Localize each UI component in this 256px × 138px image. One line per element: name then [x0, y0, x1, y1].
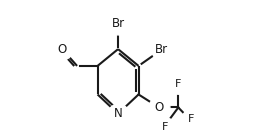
Text: Br: Br — [112, 17, 125, 30]
Text: O: O — [58, 43, 67, 56]
Text: F: F — [162, 122, 168, 132]
Text: N: N — [114, 107, 122, 120]
Text: Br: Br — [155, 43, 168, 56]
Text: O: O — [154, 101, 164, 114]
Text: F: F — [175, 79, 182, 89]
Text: F: F — [188, 114, 195, 124]
